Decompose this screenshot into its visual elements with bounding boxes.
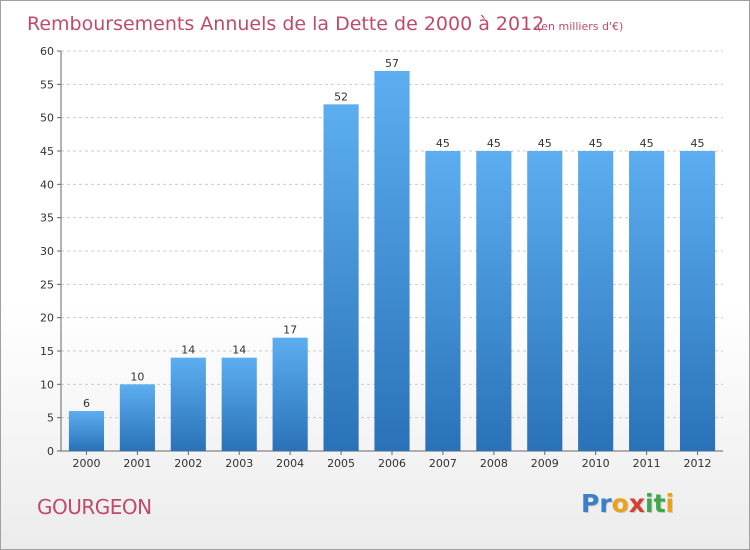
- y-tick-label: 15: [40, 345, 54, 358]
- labels: 0 5 10 15 20 25 30 35 40 45 50 55 60 6 2000 10 2001 14 200…: [40, 45, 712, 470]
- bar: [476, 151, 512, 451]
- bar-value-label: 45: [538, 137, 552, 150]
- commune-name: GOURGEON: [37, 495, 152, 519]
- y-tick-label: 0: [47, 445, 54, 458]
- x-tick-label: 2008: [480, 457, 508, 470]
- logo-letter: o: [611, 489, 629, 518]
- bar-value-label: 45: [589, 137, 603, 150]
- x-tick-label: 2002: [174, 457, 202, 470]
- proxiti-logo[interactable]: Proxiti: [581, 489, 674, 518]
- x-tick-label: 2005: [327, 457, 355, 470]
- y-tick-label: 55: [40, 78, 54, 91]
- bar: [527, 151, 563, 451]
- x-tick-label: 2004: [276, 457, 304, 470]
- y-tick-label: 30: [40, 245, 54, 258]
- bar-value-label: 45: [487, 137, 501, 150]
- y-tick-label: 45: [40, 145, 54, 158]
- bars: [68, 71, 716, 451]
- y-tick-label: 20: [40, 312, 54, 325]
- bar-value-label: 6: [83, 397, 90, 410]
- bar: [68, 411, 105, 451]
- bar: [221, 357, 257, 451]
- y-tick-label: 50: [40, 112, 54, 125]
- bar: [374, 71, 410, 451]
- bar-value-label: 17: [283, 324, 297, 337]
- bar: [119, 384, 155, 451]
- y-tick-label: 5: [47, 412, 54, 425]
- bar: [578, 151, 614, 451]
- bar-value-label: 45: [436, 137, 450, 150]
- x-tick-label: 2001: [123, 457, 151, 470]
- bar-value-label: 45: [640, 137, 654, 150]
- x-tick-label: 2011: [633, 457, 661, 470]
- chart-subtitle: (en milliers d'€): [537, 20, 623, 33]
- bar-value-label: 14: [181, 344, 195, 357]
- y-tick-label: 10: [40, 378, 54, 391]
- x-tick-label: 2009: [531, 457, 559, 470]
- y-tick-label: 40: [40, 178, 54, 191]
- bar: [425, 151, 461, 451]
- logo-letter: P: [581, 489, 600, 518]
- logo-letter: t: [653, 489, 666, 518]
- x-tick-label: 2012: [684, 457, 712, 470]
- bar: [170, 357, 206, 451]
- y-tick-label: 25: [40, 278, 54, 291]
- bar: [323, 104, 359, 451]
- x-tick-label: 2010: [582, 457, 610, 470]
- x-tick-label: 2006: [378, 457, 406, 470]
- logo-letter: x: [628, 489, 645, 518]
- y-tick-label: 60: [40, 45, 54, 58]
- bar-value-label: 14: [232, 344, 246, 357]
- bar: [679, 151, 716, 451]
- chart-title: Remboursements Annuels de la Dette de 20…: [27, 13, 544, 35]
- logo-letter: r: [599, 489, 612, 518]
- x-tick-label: 2000: [72, 457, 100, 470]
- bar-value-label: 52: [334, 90, 348, 103]
- logo-letter: i: [645, 489, 654, 518]
- x-tick-label: 2003: [225, 457, 253, 470]
- y-tick-label: 35: [40, 212, 54, 225]
- bar-value-label: 45: [691, 137, 705, 150]
- bar-value-label: 10: [130, 370, 144, 383]
- bar: [272, 337, 308, 451]
- x-tick-label: 2007: [429, 457, 457, 470]
- bar: [629, 151, 665, 451]
- bar-value-label: 57: [385, 57, 399, 70]
- logo-letter: i: [665, 489, 675, 518]
